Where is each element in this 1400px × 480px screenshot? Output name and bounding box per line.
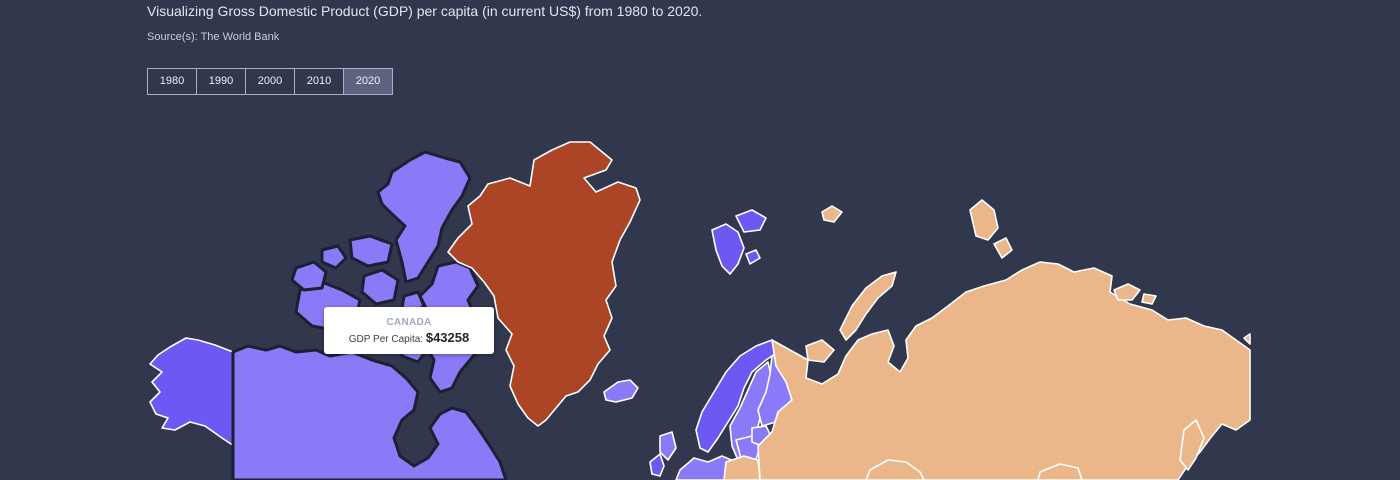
region-svalbard[interactable]: [711, 223, 745, 275]
region-svalbard-east[interactable]: [735, 209, 767, 233]
region-ireland[interactable]: [659, 431, 677, 461]
year-tab-1990[interactable]: 1990: [197, 69, 246, 94]
region-russia[interactable]: [757, 261, 1251, 480]
region-united-kingdom[interactable]: [649, 453, 665, 477]
region-severnaya-zemlya-south[interactable]: [993, 237, 1013, 259]
region-arctic-island-a[interactable]: [320, 244, 348, 270]
region-arctic-island-b[interactable]: [360, 268, 400, 306]
year-tab-1980[interactable]: 1980: [148, 69, 197, 94]
region-russia-kola[interactable]: [805, 339, 835, 363]
region-mongolia[interactable]: [1037, 463, 1083, 480]
region-new-siberian-islands[interactable]: [1113, 283, 1141, 301]
region-kamchatka[interactable]: [1179, 419, 1205, 471]
region-canada[interactable]: [231, 344, 508, 480]
region-russia-far-east-island[interactable]: [1243, 333, 1251, 345]
tooltip-gdp-line: GDP Per Capita: $43258: [324, 330, 494, 348]
source-text: Source(s): The World Bank: [147, 31, 280, 43]
region-severnaya-zemlya[interactable]: [969, 199, 999, 241]
region-franz-josef-land[interactable]: [821, 205, 843, 223]
tooltip-gdp-label: GDP Per Capita:: [348, 334, 424, 345]
country-tooltip: CANADA GDP Per Capita: $43258: [324, 307, 494, 354]
year-selector: 1980 1990 2000 2010 2020: [147, 68, 393, 95]
region-greenland[interactable]: [447, 141, 641, 427]
region-new-siberian-islands-b[interactable]: [1141, 293, 1157, 305]
page-subtitle: Visualizing Gross Domestic Product (GDP)…: [147, 3, 703, 19]
region-devon-island[interactable]: [348, 234, 394, 268]
region-novaya-zemlya[interactable]: [839, 271, 897, 341]
region-banks-island[interactable]: [290, 260, 328, 292]
region-kazakhstan[interactable]: [865, 459, 925, 480]
tooltip-country-name: CANADA: [386, 317, 432, 328]
region-svalbard-small[interactable]: [745, 249, 761, 265]
year-tab-2010[interactable]: 2010: [295, 69, 344, 94]
region-norway[interactable]: [695, 339, 779, 453]
region-ellesmere-island[interactable]: [376, 150, 472, 284]
region-iceland[interactable]: [603, 379, 639, 403]
year-tab-2000[interactable]: 2000: [246, 69, 295, 94]
year-tab-2020[interactable]: 2020: [344, 69, 392, 94]
tooltip-gdp-value: $43258: [425, 330, 470, 345]
